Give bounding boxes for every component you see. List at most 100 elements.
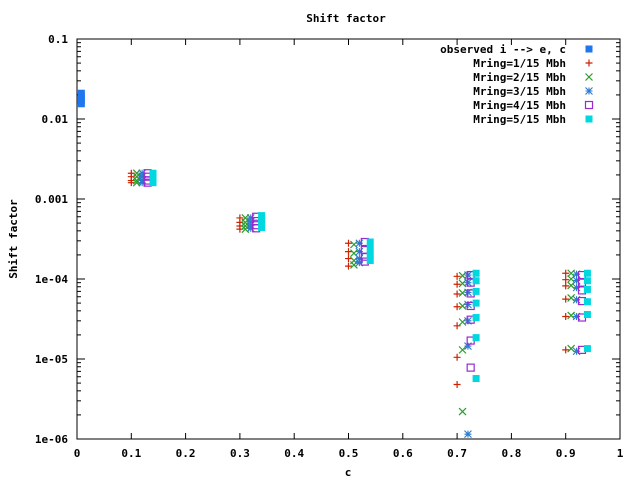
series-3-point xyxy=(572,347,581,356)
series-4-point xyxy=(466,363,475,372)
series-5-point xyxy=(583,269,591,277)
series-3-point xyxy=(246,224,255,233)
legend-label: Mring=1/15 Mbh xyxy=(473,57,566,70)
series-1-point xyxy=(562,269,570,277)
x-tick-label: 0 xyxy=(74,447,81,460)
series-5-point xyxy=(366,251,374,259)
series-5-point xyxy=(366,238,374,246)
series-3-point xyxy=(572,312,581,321)
series-2-point xyxy=(458,345,467,354)
series-5-point xyxy=(472,334,480,342)
series-3-point xyxy=(572,283,581,292)
x-tick-label: 0.6 xyxy=(393,447,413,460)
legend-marker xyxy=(585,87,593,95)
series-3-point xyxy=(464,300,472,309)
series-3-point xyxy=(464,271,472,279)
series-3-point xyxy=(464,430,472,439)
series-0-point xyxy=(77,100,85,108)
x-tick-label: 1 xyxy=(617,447,624,460)
x-tick-label: 0.3 xyxy=(230,447,250,460)
x-tick-label: 0.8 xyxy=(501,447,521,460)
legend-marker xyxy=(585,59,593,67)
x-tick-label: 0.4 xyxy=(284,447,304,460)
series-1-point xyxy=(345,239,352,247)
y-tick-label: 1e-05 xyxy=(35,353,68,366)
series-3-point xyxy=(246,217,255,226)
series-5-point xyxy=(583,285,591,293)
x-tick-label: 0.5 xyxy=(339,447,359,460)
legend-label: Mring=2/15 Mbh xyxy=(473,71,566,84)
series-1-point xyxy=(562,346,570,354)
x-tick-label: 0.9 xyxy=(556,447,576,460)
x-tick-label: 0.7 xyxy=(447,447,467,460)
series-1-point xyxy=(345,255,352,263)
axis-ticks: 0 0.1 0.2 0.3 0.4 0.5 0.6 0.7 0.8 0.9 1 1e-06 1e-05 1… xyxy=(35,33,624,460)
series-5-point xyxy=(583,298,591,306)
legend-label: observed i --> e, c xyxy=(440,43,566,56)
series-3-point xyxy=(138,172,147,181)
series-3-point xyxy=(572,295,581,304)
series-2-point xyxy=(458,407,467,416)
series-5-point xyxy=(583,277,591,285)
series-5-point xyxy=(149,179,157,187)
legend-marker xyxy=(584,100,594,110)
series-0-point xyxy=(77,93,85,101)
series-3-point xyxy=(355,239,364,248)
series-5-point xyxy=(258,224,266,232)
x-tick-label: 0.1 xyxy=(121,447,141,460)
series-3-point xyxy=(355,247,364,256)
series-1-point xyxy=(562,312,570,320)
series-5-point xyxy=(366,257,374,265)
series-3-point xyxy=(464,278,472,287)
series-2-point xyxy=(458,302,467,310)
series-1-point xyxy=(453,303,461,311)
y-tick-label: 0.01 xyxy=(42,113,69,126)
series-5-point xyxy=(472,277,480,285)
series-1-point xyxy=(562,276,570,284)
x-axis-label: c xyxy=(345,466,352,479)
series-5-point xyxy=(258,212,266,220)
series-1-point xyxy=(453,290,461,298)
series-1-point xyxy=(345,262,352,270)
y-tick-label: 1e-06 xyxy=(35,433,68,446)
legend-marker xyxy=(585,115,593,123)
series-5-point xyxy=(258,220,266,228)
series-3-point xyxy=(355,254,364,263)
series-3-point xyxy=(572,276,581,285)
y-tick-label: 1e-04 xyxy=(35,273,68,286)
series-5-point xyxy=(583,310,591,318)
series-3-point xyxy=(246,214,255,222)
legend-marker xyxy=(585,45,593,53)
series-5-point xyxy=(258,216,266,224)
series-3-point xyxy=(138,178,147,187)
series-1-point xyxy=(127,179,135,187)
legend-label: Mring=4/15 Mbh xyxy=(473,99,566,112)
series-5-point xyxy=(472,287,480,295)
series-1-point xyxy=(562,282,570,290)
legend-label: Mring=5/15 Mbh xyxy=(473,113,566,126)
series-5-point xyxy=(472,314,480,322)
series-1-point xyxy=(453,381,461,389)
series-5-point xyxy=(149,173,157,181)
series-3-point xyxy=(355,258,364,267)
series-1-point xyxy=(453,272,461,280)
series-5-point xyxy=(366,245,374,253)
series-3-point xyxy=(464,316,472,325)
series-1-point xyxy=(562,295,570,303)
chart-title: Shift factor xyxy=(306,12,386,25)
series-5-point xyxy=(583,345,591,353)
series-3-point xyxy=(464,288,472,297)
series-5-point xyxy=(472,375,480,383)
series-1-point xyxy=(453,280,461,288)
series-3-point xyxy=(464,342,472,350)
series-3-point xyxy=(572,270,581,279)
x-tick-label: 0.2 xyxy=(176,447,196,460)
y-axis-label: Shift factor xyxy=(7,199,20,279)
series-5-point xyxy=(472,299,480,307)
series-5-point xyxy=(472,269,480,277)
series-2-point xyxy=(567,294,576,302)
series-1-point xyxy=(345,248,352,256)
y-tick-label: 0.001 xyxy=(35,193,68,206)
